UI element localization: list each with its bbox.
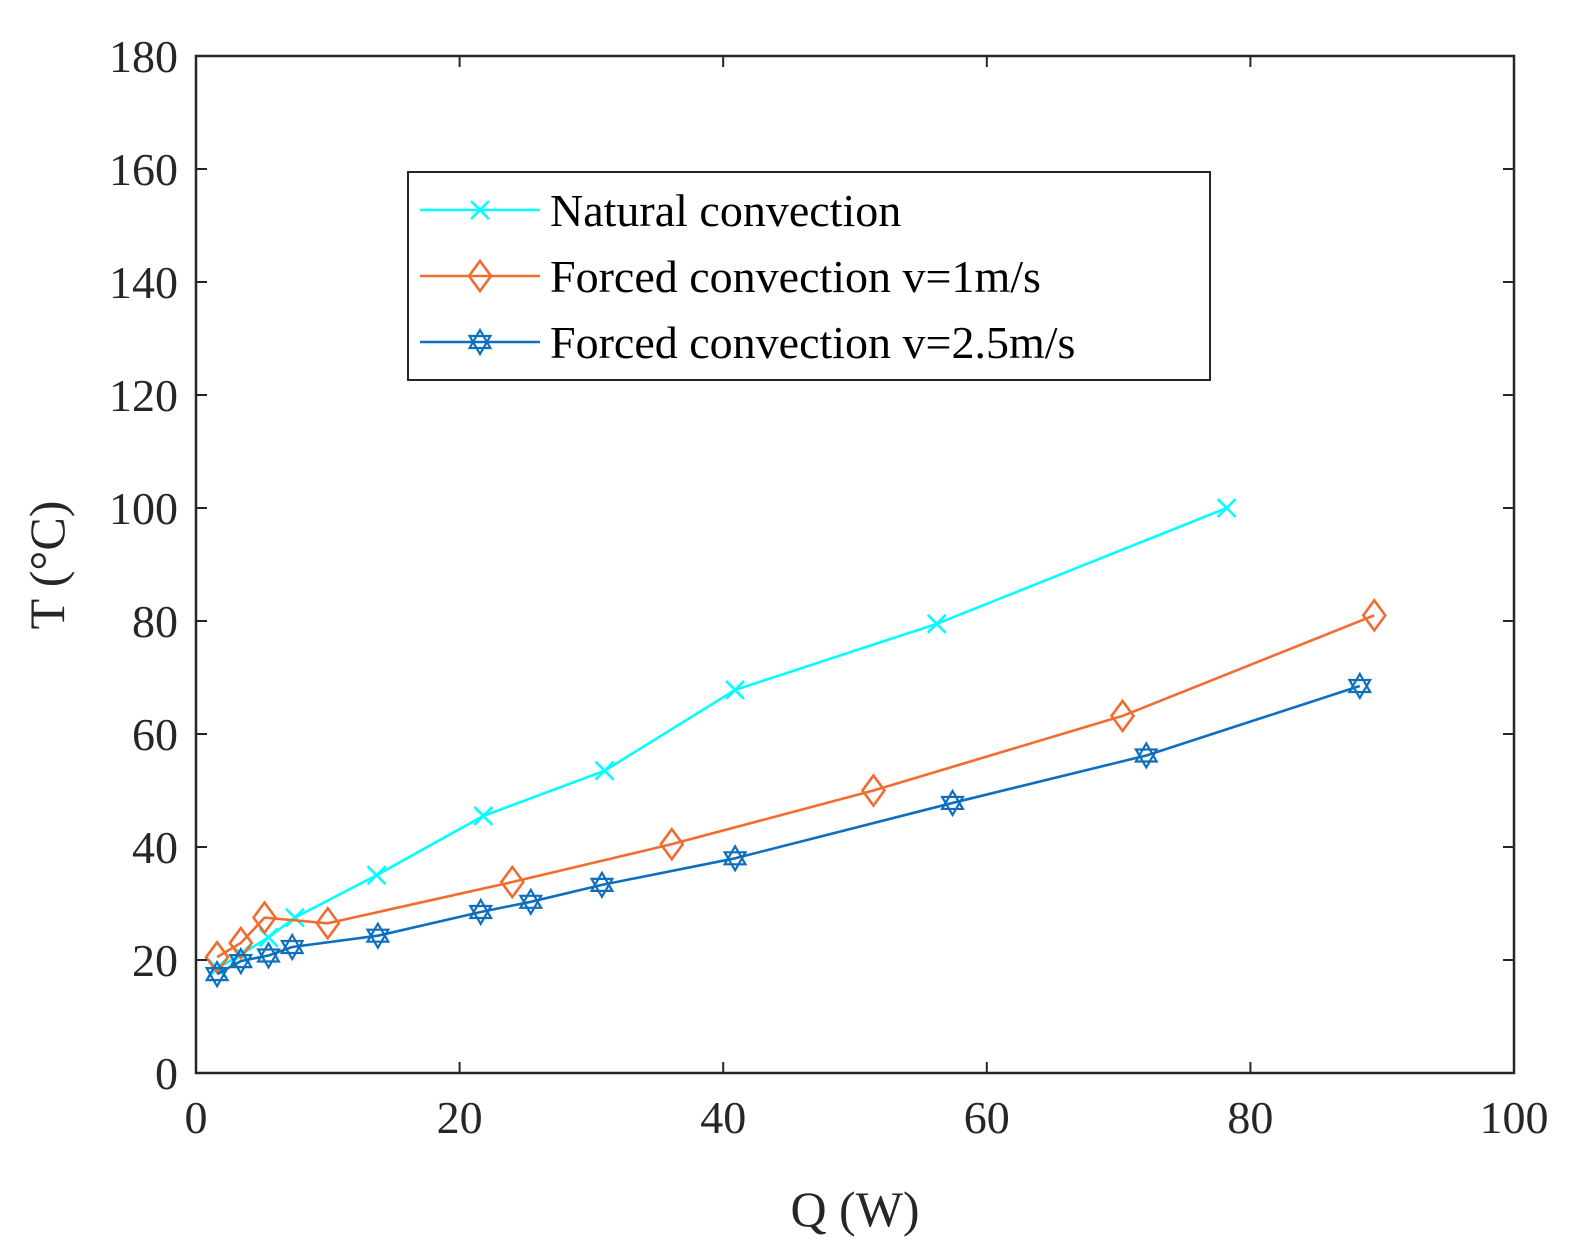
data-point <box>228 946 254 976</box>
x-tick-label: 0 <box>185 1092 208 1143</box>
data-point <box>1133 741 1159 770</box>
data-point <box>499 864 525 900</box>
data-point <box>315 906 341 941</box>
y-tick-label: 160 <box>109 144 178 195</box>
series-line <box>216 684 1361 976</box>
plot-frame <box>194 54 1516 1075</box>
tick-layer: 0 20 40 60 80 100 0 20 40 60 80 100 120 140 160 180 <box>109 31 1549 1143</box>
data-point <box>722 844 748 873</box>
data-point <box>940 788 965 818</box>
data-point <box>279 932 305 962</box>
data-point <box>251 900 278 935</box>
data-point <box>365 921 391 950</box>
legend: Natural convection Forced convection v=1m… <box>407 171 1211 381</box>
legend-item: Forced convection v=2.5m/s <box>420 317 1075 368</box>
x-tick-label: 40 <box>700 1092 746 1143</box>
y-tick-label: 140 <box>109 257 178 308</box>
series-line <box>216 614 1375 959</box>
legend-item: Natural convection <box>420 185 901 236</box>
y-tick-label: 80 <box>132 596 178 647</box>
legend-label: Forced convection v=2.5m/s <box>550 317 1075 368</box>
data-point <box>204 959 230 989</box>
x-tick-label: 20 <box>437 1092 483 1143</box>
series-3 <box>204 671 1373 989</box>
y-tick-label: 180 <box>109 31 178 82</box>
x-tick-label: 80 <box>1227 1092 1273 1143</box>
data-point <box>1361 598 1387 633</box>
data-point <box>926 613 947 634</box>
data-point <box>204 939 230 975</box>
y-tick-label: 100 <box>109 483 178 534</box>
data-point <box>1216 498 1237 518</box>
data-point <box>228 925 254 961</box>
y-tick-label: 120 <box>109 370 178 421</box>
series-layer <box>204 498 1387 989</box>
data-point <box>659 826 685 862</box>
data-point <box>468 897 493 927</box>
x-axis-title: Q (W) <box>790 1181 919 1237</box>
data-point <box>1109 698 1136 734</box>
legend-swatch-marker <box>467 258 493 294</box>
legend-box <box>407 171 1211 381</box>
legend-swatch-marker <box>470 200 490 220</box>
data-point <box>725 680 745 700</box>
data-point <box>518 887 544 917</box>
y-axis-title: T (°C) <box>19 501 75 630</box>
x-tick-label: 100 <box>1480 1092 1549 1143</box>
y-tick-label: 20 <box>132 935 178 986</box>
y-tick-label: 0 <box>155 1048 178 1099</box>
series-1 <box>207 498 1237 979</box>
data-point <box>366 865 387 886</box>
data-point <box>473 806 494 826</box>
x-tick-label: 60 <box>964 1092 1010 1143</box>
data-point <box>256 941 281 970</box>
y-tick-label: 60 <box>132 709 178 760</box>
legend-item: Forced convection v=1m/s <box>420 251 1041 302</box>
data-point <box>860 773 887 808</box>
series-2 <box>204 598 1387 975</box>
data-point <box>589 870 615 900</box>
series-line <box>216 506 1228 970</box>
data-point <box>1347 671 1373 701</box>
y-tick-label: 40 <box>132 822 178 873</box>
legend-swatch-marker <box>467 327 493 357</box>
legend-label: Forced convection v=1m/s <box>550 251 1041 302</box>
data-point <box>284 907 305 928</box>
legend-label: Natural convection <box>550 185 901 236</box>
data-point <box>594 760 615 781</box>
